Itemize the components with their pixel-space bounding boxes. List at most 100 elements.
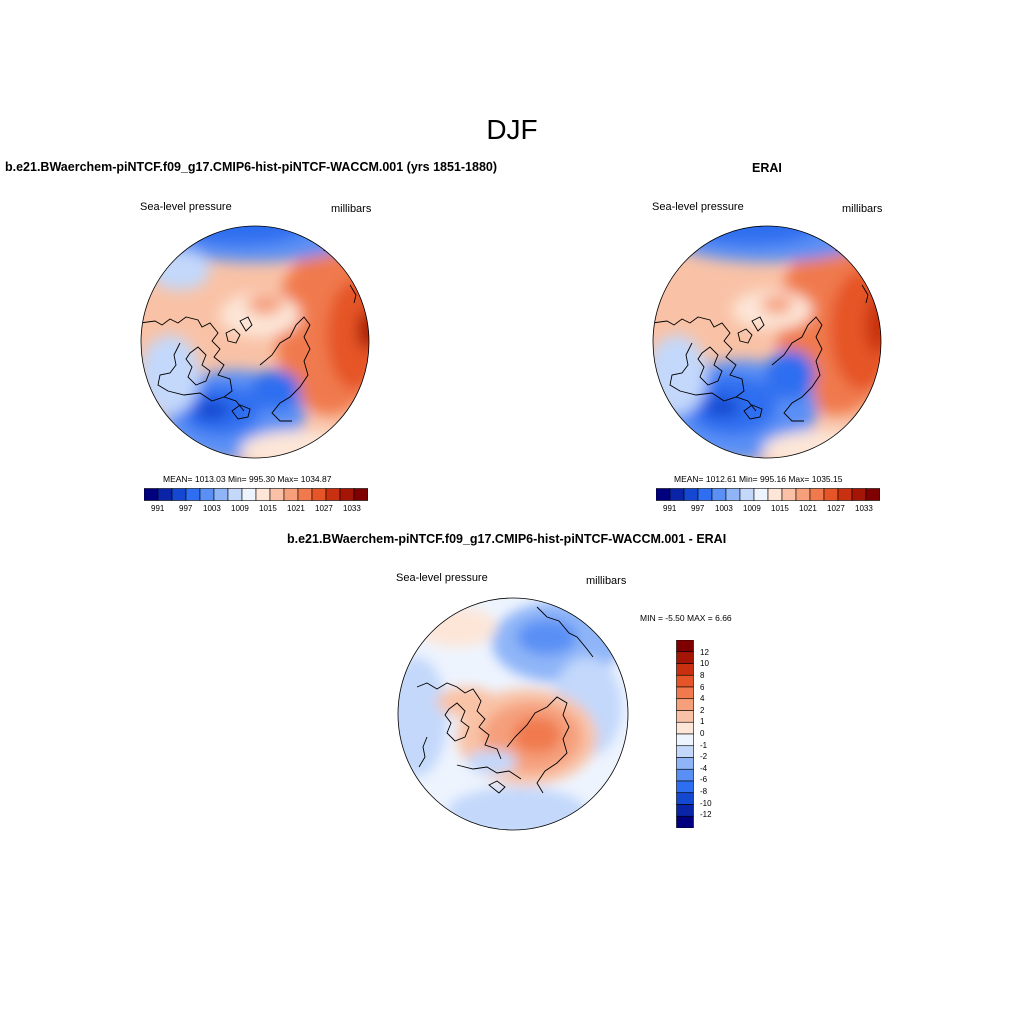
- panel-1-variable-label: Sea-level pressure: [140, 201, 232, 213]
- colorbar-box: [213, 488, 229, 501]
- colorbar-box: [823, 488, 839, 501]
- colorbar-box: [767, 488, 783, 501]
- colorbar-box: [255, 488, 271, 501]
- panel-2-polar-map: [652, 225, 882, 459]
- panel-2-title: ERAI: [752, 161, 782, 175]
- panel-3-colorbar-labels: 12 10 8 6 4 2 1 0 -1 -2 -4 -6 -8 -10 -12: [700, 640, 740, 828]
- colorbar-box: [795, 488, 811, 501]
- colorbar-box: [676, 639, 694, 653]
- panel-2-tick: 997: [691, 504, 705, 513]
- colorbar-box: [655, 488, 671, 501]
- panel-3-polar-map: [397, 597, 629, 831]
- colorbar-box: [185, 488, 201, 501]
- panel-2-tick: 1009: [743, 504, 761, 513]
- colorbar-box: [676, 768, 694, 782]
- panel-3-tick: 6: [700, 683, 705, 692]
- colorbar-box: [676, 815, 694, 829]
- panel-1-tick: 1009: [231, 504, 249, 513]
- season-title: DJF: [486, 114, 538, 145]
- colorbar-box: [676, 733, 694, 747]
- panel-1-stats: MEAN= 1013.03 Min= 995.30 Max= 1034.87: [163, 474, 332, 484]
- colorbar-box: [676, 721, 694, 735]
- panel-1-colorbar-boxes: [143, 488, 369, 501]
- colorbar-box: [339, 488, 355, 501]
- panel-3-variable-label: Sea-level pressure: [396, 572, 488, 584]
- colorbar-box: [676, 780, 694, 794]
- panel-3-colorbar: [676, 639, 694, 829]
- colorbar-box: [676, 674, 694, 688]
- panel-2-colorbar-labels: 991 997 1003 1009 1015 1021 1027 1033: [656, 504, 880, 516]
- panel-3-tick: -6: [700, 775, 708, 784]
- colorbar-box: [781, 488, 797, 501]
- colorbar-box: [171, 488, 187, 501]
- panel-2-colorbar: [655, 488, 881, 501]
- panel-3-stats: MIN = -5.50 MAX = 6.66: [640, 613, 732, 623]
- panel-3-tick: 0: [700, 729, 705, 738]
- colorbar-box: [325, 488, 341, 501]
- panel-1-colorbar: [143, 488, 369, 501]
- panel-3-tick: -8: [700, 787, 708, 796]
- colorbar-box: [676, 663, 694, 676]
- panel-3-tick: -4: [700, 764, 708, 773]
- colorbar-box: [353, 488, 369, 501]
- panel-3-tick: 10: [700, 659, 709, 668]
- panel-1-tick: 1021: [287, 504, 305, 513]
- panel-2-tick: 1021: [799, 504, 817, 513]
- panel-3-tick: -1: [700, 741, 708, 750]
- panel-1-colorbar-labels: 991 997 1003 1009 1015 1021 1027 1033: [144, 504, 368, 516]
- colorbar-box: [269, 488, 285, 501]
- panel-2-units-label: millibars: [842, 203, 883, 215]
- panel-2-tick: 991: [663, 504, 677, 513]
- panel-2-colorbar-boxes: [655, 488, 881, 501]
- colorbar-box: [676, 745, 694, 758]
- panel-2-stats: MEAN= 1012.61 Min= 995.16 Max= 1035.15: [674, 474, 843, 484]
- colorbar-box: [725, 488, 741, 501]
- colorbar-box: [676, 804, 694, 817]
- colorbar-box: [676, 710, 694, 723]
- panel-1-tick: 1015: [259, 504, 277, 513]
- panel-2-tick: 1027: [827, 504, 845, 513]
- panel-1-units-label: millibars: [331, 203, 372, 215]
- panel-3-colorbar-boxes: [676, 639, 694, 829]
- colorbar-box: [865, 488, 881, 501]
- panel-3-tick: -12: [700, 810, 712, 819]
- colorbar-box: [676, 686, 694, 700]
- colorbar-box: [676, 792, 694, 805]
- panel-3-tick: 2: [700, 706, 705, 715]
- panel-1-tick: 1027: [315, 504, 333, 513]
- panel-1-title: b.e21.BWaerchem-piNTCF.f09_g17.CMIP6-his…: [5, 160, 498, 174]
- colorbar-box: [711, 488, 727, 501]
- panel-1-tick: 1003: [203, 504, 221, 513]
- panel-1-polar-map: [140, 225, 370, 459]
- panel-3-tick: 4: [700, 694, 705, 703]
- panel-2-tick: 1015: [771, 504, 789, 513]
- panel-3-title: b.e21.BWaerchem-piNTCF.f09_g17.CMIP6-his…: [287, 532, 727, 546]
- panel-3-tick: 1: [700, 717, 705, 726]
- panel-3-tick: 12: [700, 648, 709, 657]
- panel-3-tick: 8: [700, 671, 705, 680]
- colorbar-box: [676, 698, 694, 711]
- colorbar-box: [697, 488, 713, 501]
- colorbar-box: [669, 488, 685, 501]
- panel-2-tick: 1033: [855, 504, 873, 513]
- panel-2-variable-label: Sea-level pressure: [652, 201, 744, 213]
- colorbar-box: [809, 488, 825, 501]
- panel-3-tick: -10: [700, 799, 712, 808]
- panel-1-tick: 1033: [343, 504, 361, 513]
- colorbar-box: [311, 488, 327, 501]
- colorbar-box: [753, 488, 769, 501]
- colorbar-box: [837, 488, 853, 501]
- colorbar-box: [739, 488, 755, 501]
- colorbar-box: [241, 488, 257, 501]
- colorbar-box: [297, 488, 313, 501]
- colorbar-box: [851, 488, 867, 501]
- colorbar-box: [676, 651, 694, 664]
- colorbar-box: [199, 488, 215, 501]
- colorbar-box: [283, 488, 299, 501]
- panel-1-tick: 997: [179, 504, 193, 513]
- panel-3-tick: -2: [700, 752, 708, 761]
- panel-3-units-label: millibars: [586, 575, 627, 587]
- panel-2-tick: 1003: [715, 504, 733, 513]
- colorbar-box: [227, 488, 243, 501]
- panel-1-tick: 991: [151, 504, 165, 513]
